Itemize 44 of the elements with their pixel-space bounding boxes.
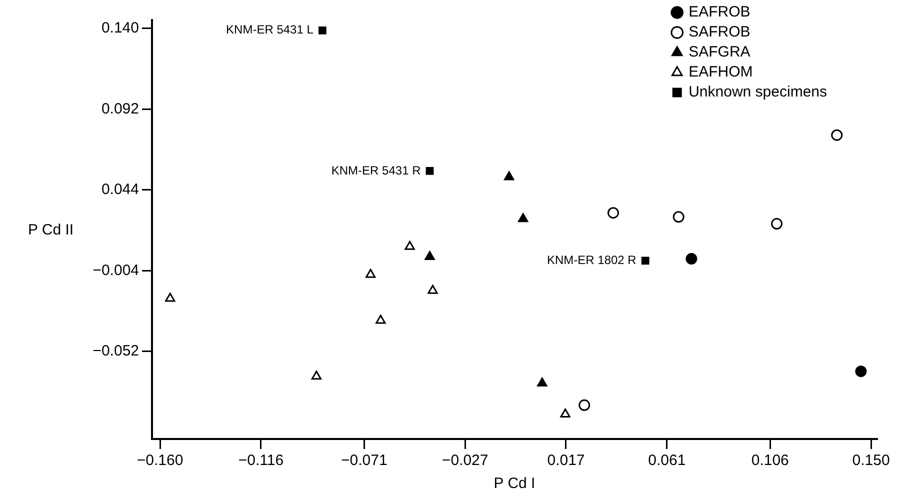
point <box>672 211 684 223</box>
legend-label: EAFHOM <box>688 64 753 81</box>
x-tick-label: −0.071 <box>341 452 388 470</box>
point <box>504 171 514 180</box>
y-tick-label: 0.140 <box>101 20 139 37</box>
point <box>424 251 435 260</box>
x-tick-label: 0.150 <box>852 452 890 470</box>
x-tick-label: 0.017 <box>547 452 585 470</box>
point <box>831 129 843 141</box>
x-tick-label: −0.160 <box>136 452 184 470</box>
point <box>165 292 176 302</box>
annotation: KNM-ER 1802 R <box>546 252 637 267</box>
point <box>537 378 548 387</box>
point <box>311 370 322 380</box>
legend-label: EAFROB <box>688 4 750 21</box>
point <box>376 314 386 324</box>
point <box>404 240 415 250</box>
point <box>428 284 438 294</box>
point <box>607 207 619 219</box>
point <box>771 218 783 230</box>
x-tick-label: 0.061 <box>648 452 686 470</box>
annotation: KNM-ER 5431 L <box>226 22 314 37</box>
legend-label: SAFGRA <box>688 44 750 61</box>
point <box>686 253 698 265</box>
x-tick-label: 0.106 <box>751 452 789 470</box>
point <box>641 256 650 265</box>
y-tick-label: 0.044 <box>101 181 139 198</box>
y-tick-label: 0.092 <box>101 100 139 118</box>
point <box>855 366 867 378</box>
point <box>560 408 570 418</box>
y-tick-label: −0.004 <box>92 262 139 279</box>
point <box>578 399 590 411</box>
y-axis-title: P Cd II <box>28 221 74 238</box>
annotation: KNM-ER 5431 R <box>331 163 422 178</box>
point <box>426 167 434 175</box>
point <box>318 26 326 34</box>
x-axis-title: P Cd I <box>494 475 536 492</box>
x-tick-label: −0.027 <box>442 452 488 470</box>
y-tick-label: −0.052 <box>92 342 139 360</box>
point <box>518 213 528 222</box>
point <box>366 268 376 278</box>
legend-label: SAFROB <box>688 24 750 41</box>
x-tick-label: −0.116 <box>238 452 284 470</box>
legend-label: Unknown specimens <box>688 84 828 101</box>
